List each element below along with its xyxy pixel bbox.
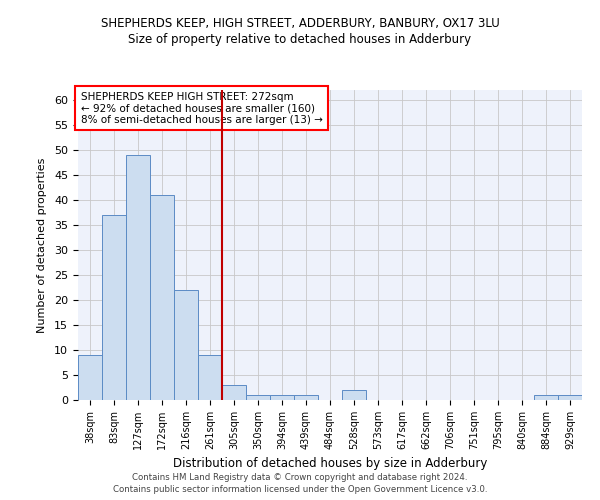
Text: Size of property relative to detached houses in Adderbury: Size of property relative to detached ho…	[128, 32, 472, 46]
Bar	[174, 290, 198, 400]
Bar	[78, 355, 102, 400]
Bar	[222, 385, 246, 400]
Y-axis label: Number of detached properties: Number of detached properties	[37, 158, 47, 332]
Bar	[558, 395, 582, 400]
Text: SHEPHERDS KEEP, HIGH STREET, ADDERBURY, BANBURY, OX17 3LU: SHEPHERDS KEEP, HIGH STREET, ADDERBURY, …	[101, 18, 499, 30]
Bar	[270, 395, 294, 400]
X-axis label: Distribution of detached houses by size in Adderbury: Distribution of detached houses by size …	[173, 458, 487, 470]
Bar	[126, 155, 150, 400]
Text: Contains HM Land Registry data © Crown copyright and database right 2024.: Contains HM Land Registry data © Crown c…	[132, 472, 468, 482]
Bar	[246, 395, 270, 400]
Bar	[294, 395, 318, 400]
Bar	[342, 390, 366, 400]
Bar	[102, 215, 126, 400]
Text: SHEPHERDS KEEP HIGH STREET: 272sqm
← 92% of detached houses are smaller (160)
8%: SHEPHERDS KEEP HIGH STREET: 272sqm ← 92%…	[80, 92, 322, 124]
Text: Contains public sector information licensed under the Open Government Licence v3: Contains public sector information licen…	[113, 485, 487, 494]
Bar	[534, 395, 558, 400]
Bar	[198, 355, 222, 400]
Bar	[150, 195, 174, 400]
